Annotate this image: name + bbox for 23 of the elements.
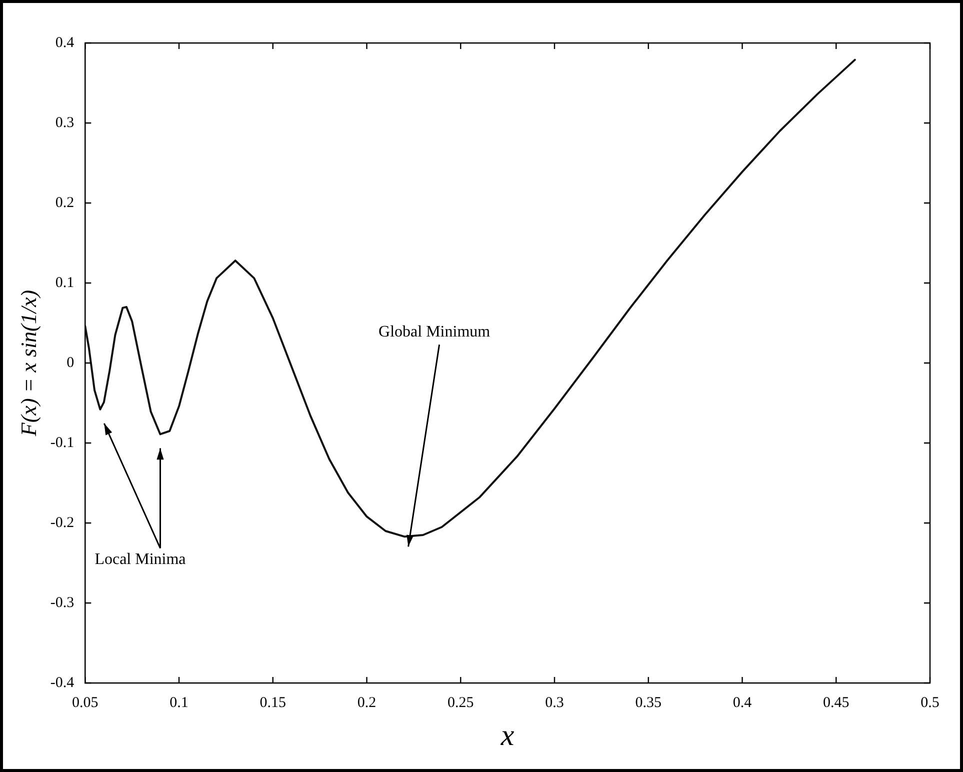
- x-axis-title: x: [500, 718, 515, 752]
- x-tick-label: 0.25: [448, 694, 474, 711]
- x-tick-label: 0.4: [732, 694, 752, 711]
- y-tick-label: 0: [66, 354, 74, 371]
- y-tick-label: -0.3: [50, 594, 74, 611]
- y-tick-label: -0.4: [50, 674, 75, 691]
- x-tick-label: 0.2: [357, 694, 376, 711]
- x-tick-label: 0.3: [545, 694, 564, 711]
- y-tick-label: -0.1: [50, 434, 74, 451]
- x-tick-label: 0.05: [72, 694, 98, 711]
- x-tick-label: 0.5: [920, 694, 940, 711]
- y-tick-label: 0.4: [55, 34, 75, 51]
- y-tick-label: 0.1: [55, 274, 74, 291]
- y-axis-title: F(x) = x sin(1/x): [16, 290, 41, 438]
- x-tick-label: 0.35: [635, 694, 662, 711]
- x-tick-label: 0.1: [170, 694, 188, 711]
- y-tick-label: 0.3: [55, 114, 74, 131]
- x-tick-label: 0.45: [823, 694, 850, 711]
- x-tick-label: 0.15: [260, 694, 286, 711]
- y-tick-label: 0.2: [55, 194, 74, 211]
- annotation: Local Minima: [94, 551, 186, 568]
- y-tick-label: -0.2: [50, 514, 74, 531]
- annotation: Global Minimum: [378, 324, 491, 341]
